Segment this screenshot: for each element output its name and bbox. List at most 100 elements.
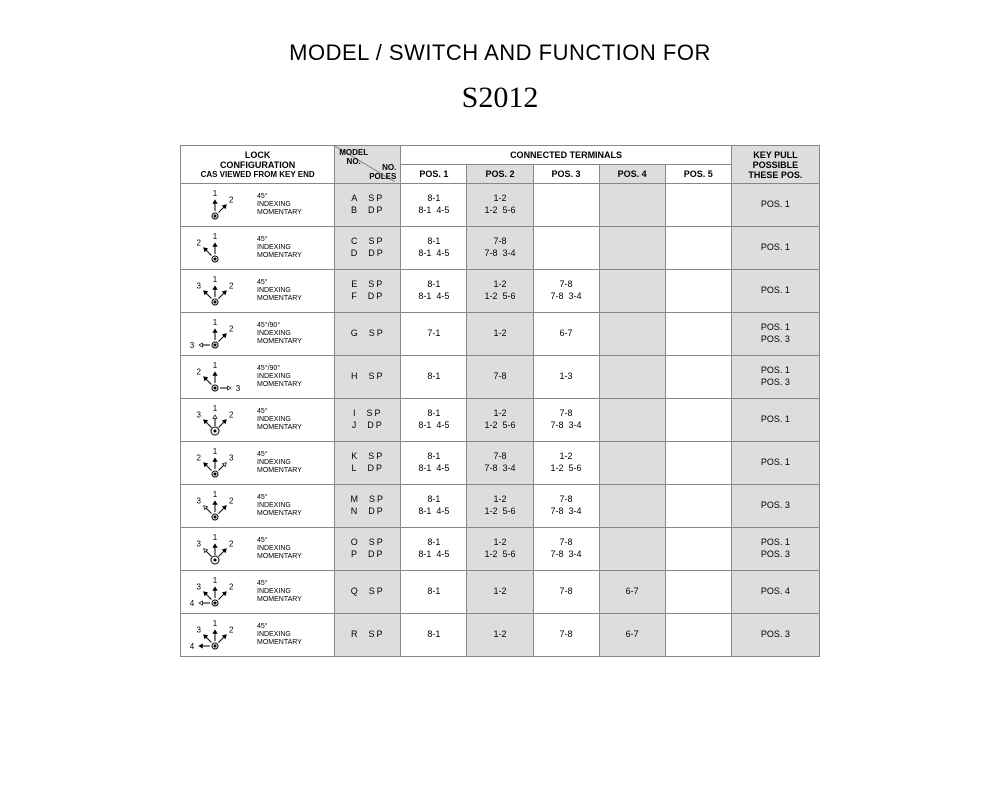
svg-text:2: 2 — [229, 626, 234, 635]
lock-config-cell: 31245°INDEXINGMOMENTARY — [181, 485, 335, 528]
terminal-cell-p1: 8-18-1 4-5 — [401, 485, 467, 528]
keypull-cell: POS. 1 — [731, 399, 819, 442]
svg-text:3: 3 — [236, 384, 241, 393]
terminal-cell-p2: 1-21-2 5-6 — [467, 270, 533, 313]
lock-config-cell: 31245°INDEXINGMOMENTARY — [181, 528, 335, 571]
model-cell: R SP — [335, 614, 401, 657]
lock-config-cell: 2 1 45°INDEXINGMOMENTARY — [181, 227, 335, 270]
lock-config-cell: 3 1 2 45°INDEXINGMOMENTARY — [181, 399, 335, 442]
terminal-cell-p1: 8-18-1 4-5 — [401, 184, 467, 227]
terminal-cell-p3: 7-87-8 3-4 — [533, 399, 599, 442]
terminal-cell-p4: 6-7 — [599, 614, 665, 657]
model-cell: C SPD DP — [335, 227, 401, 270]
terminal-cell-p4 — [599, 442, 665, 485]
svg-text:2: 2 — [229, 325, 234, 334]
svg-text:1: 1 — [213, 189, 218, 198]
header-model-poles: MODEL NO. NO. POLES — [335, 146, 401, 184]
svg-text:1: 1 — [213, 232, 218, 241]
svg-text:4: 4 — [190, 599, 195, 608]
svg-text:2: 2 — [197, 239, 202, 248]
svg-text:1: 1 — [213, 490, 218, 499]
table-body: 1245°INDEXINGMOMENTARYA SPB DP8-18-1 4-5… — [181, 184, 820, 657]
terminal-cell-p5 — [665, 227, 731, 270]
terminal-cell-p1: 8-18-1 4-5 — [401, 227, 467, 270]
keypull-cell: POS. 3 — [731, 614, 819, 657]
lock-desc: 45°INDEXINGMOMENTARY — [257, 580, 302, 603]
terminal-cell-p3: 6-7 — [533, 313, 599, 356]
terminal-cell-p2: 1-2 — [467, 313, 533, 356]
terminal-cell-p3 — [533, 227, 599, 270]
svg-text:2: 2 — [229, 196, 234, 205]
terminal-cell-p3: 1-3 — [533, 356, 599, 399]
lock-desc: 45°INDEXINGMOMENTARY — [257, 451, 302, 474]
page-title: MODEL / SWITCH AND FUNCTION FOR — [0, 40, 1000, 66]
terminal-cell-p4 — [599, 356, 665, 399]
terminal-cell-p5 — [665, 356, 731, 399]
header-pos1: POS. 1 — [401, 165, 467, 184]
svg-text:1: 1 — [213, 533, 218, 542]
keypull-cell: POS. 1POS. 3 — [731, 528, 819, 571]
header-pos4: POS. 4 — [599, 165, 665, 184]
lock-config-cell: 21345°/90°INDEXINGMOMENTARY — [181, 356, 335, 399]
terminal-cell-p2: 7-87-8 3-4 — [467, 227, 533, 270]
terminal-cell-p4 — [599, 313, 665, 356]
lock-config-cell: 1245°INDEXINGMOMENTARY — [181, 184, 335, 227]
terminal-cell-p2: 7-8 — [467, 356, 533, 399]
lock-desc: 45°/90°INDEXINGMOMENTARY — [257, 322, 302, 345]
terminal-cell-p2: 1-2 — [467, 571, 533, 614]
table-head: LOCK CONFIGURATION CAS VIEWED FROM KEY E… — [181, 146, 820, 184]
terminal-cell-p5 — [665, 442, 731, 485]
terminal-cell-p1: 8-1 — [401, 571, 467, 614]
keypull-cell: POS. 1 — [731, 270, 819, 313]
terminal-cell-p5 — [665, 313, 731, 356]
terminal-cell-p5 — [665, 571, 731, 614]
terminal-cell-p3: 7-8 — [533, 571, 599, 614]
terminal-cell-p3: 7-8 — [533, 614, 599, 657]
terminal-cell-p1: 8-1 — [401, 356, 467, 399]
svg-text:2: 2 — [229, 411, 234, 420]
lock-config-cell: 431245°INDEXINGMOMENTARY — [181, 614, 335, 657]
terminal-cell-p1: 7-1 — [401, 313, 467, 356]
svg-text:2: 2 — [229, 497, 234, 506]
table-wrapper: LOCK CONFIGURATION CAS VIEWED FROM KEY E… — [180, 145, 820, 657]
lock-config-cell: 31245°INDEXINGMOMENTARY — [181, 270, 335, 313]
page-subtitle: S2012 — [0, 81, 1000, 115]
terminal-cell-p2: 1-21-2 5-6 — [467, 184, 533, 227]
terminal-cell-p1: 8-18-1 4-5 — [401, 442, 467, 485]
svg-text:1: 1 — [213, 275, 218, 284]
svg-text:1: 1 — [213, 361, 218, 370]
keypull-cell: POS. 1 — [731, 184, 819, 227]
lock-desc: 45°INDEXINGMOMENTARY — [257, 408, 302, 431]
switch-table: LOCK CONFIGURATION CAS VIEWED FROM KEY E… — [180, 145, 820, 657]
keypull-cell: POS. 1 — [731, 227, 819, 270]
terminal-cell-p4: 6-7 — [599, 571, 665, 614]
model-cell: H SP — [335, 356, 401, 399]
model-cell: E SPF DP — [335, 270, 401, 313]
terminal-cell-p2: 1-2 — [467, 614, 533, 657]
svg-text:3: 3 — [197, 583, 202, 592]
terminal-cell-p4 — [599, 399, 665, 442]
terminal-cell-p1: 8-18-1 4-5 — [401, 270, 467, 313]
lock-config-cell: 31245°/90°INDEXINGMOMENTARY — [181, 313, 335, 356]
terminal-cell-p2: 1-21-2 5-6 — [467, 485, 533, 528]
lock-desc: 45°INDEXINGMOMENTARY — [257, 623, 302, 646]
terminal-cell-p4 — [599, 227, 665, 270]
model-cell: A SPB DP — [335, 184, 401, 227]
terminal-cell-p5 — [665, 270, 731, 313]
svg-text:3: 3 — [197, 411, 202, 420]
terminal-cell-p2: 1-21-2 5-6 — [467, 399, 533, 442]
svg-text:4: 4 — [190, 642, 195, 651]
svg-text:1: 1 — [213, 404, 218, 413]
model-cell: K SPL DP — [335, 442, 401, 485]
terminal-cell-p4 — [599, 485, 665, 528]
lock-config-cell: 21345°INDEXINGMOMENTARY — [181, 442, 335, 485]
model-cell: I SPJ DP — [335, 399, 401, 442]
header-keypull: KEY PULL POSSIBLE THESE POS. — [731, 146, 819, 184]
svg-text:2: 2 — [229, 583, 234, 592]
header-pos3: POS. 3 — [533, 165, 599, 184]
header-pos2: POS. 2 — [467, 165, 533, 184]
svg-text:2: 2 — [197, 454, 202, 463]
lock-desc: 45°INDEXINGMOMENTARY — [257, 236, 302, 259]
lock-desc: 45°INDEXINGMOMENTARY — [257, 537, 302, 560]
keypull-cell: POS. 1POS. 3 — [731, 356, 819, 399]
